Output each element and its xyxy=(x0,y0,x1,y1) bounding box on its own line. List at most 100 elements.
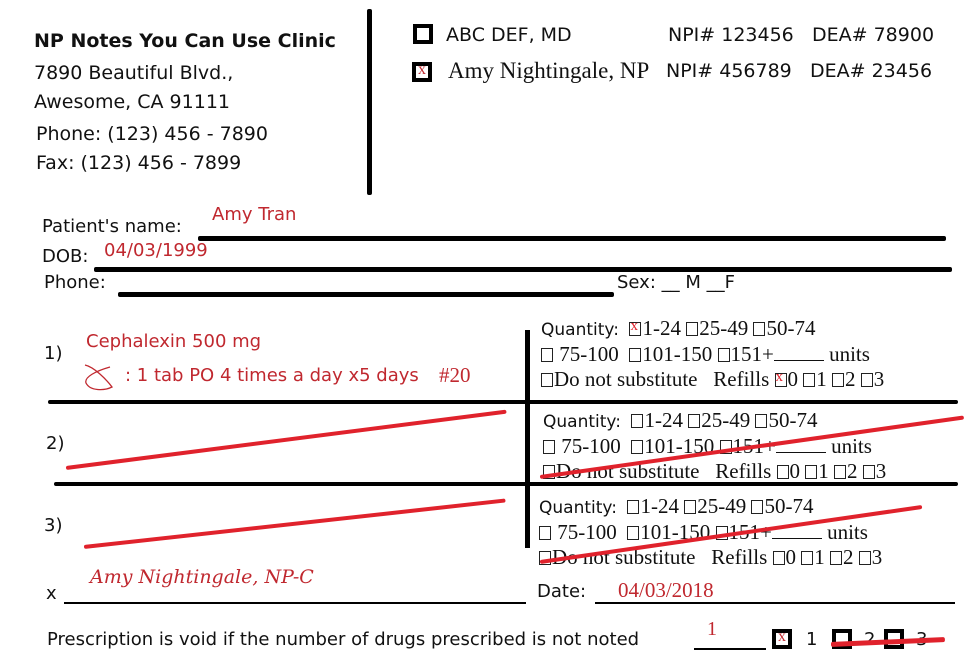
rx-refills-row: Do not substitute Refills 0 1 2 3 xyxy=(543,459,886,484)
clinic-name: NP Notes You Can Use Clinic xyxy=(34,30,336,52)
quantity-checkbox[interactable] xyxy=(755,414,768,428)
quantity-option: 50-74 xyxy=(764,494,814,518)
prescriber-name: ABC DEF, MD xyxy=(446,24,572,46)
refill-checkbox[interactable] xyxy=(862,465,875,479)
clinic-address-line1: 7890 Beautiful Blvd., xyxy=(34,62,234,84)
refill-checkbox[interactable] xyxy=(772,551,785,565)
dns-checkbox[interactable] xyxy=(541,373,553,387)
signature-line xyxy=(64,602,526,604)
quantity-option: 50-74 xyxy=(766,316,816,340)
drug-count-value[interactable]: 1 xyxy=(707,618,717,640)
rx-row-divider-1 xyxy=(48,400,958,404)
rx-refills-row: Do not substitute Refills 0 1 2 3 xyxy=(541,367,884,392)
signature-value[interactable]: Amy Nightingale, NP-C xyxy=(90,566,314,588)
quantity-option: 101-150 xyxy=(642,342,713,366)
refills-label: Refills xyxy=(713,367,770,391)
prescriber-checkbox[interactable] xyxy=(413,24,433,44)
quantity-checkbox[interactable] xyxy=(631,440,644,454)
prescriber-npi: NPI# 456789 xyxy=(666,60,792,82)
refill-checkbox[interactable] xyxy=(830,551,843,565)
refill-option: 3 xyxy=(875,459,887,483)
quantity-option: 75-100 xyxy=(557,520,617,544)
refills-label: Refills xyxy=(711,545,768,569)
quantity-checkbox[interactable] xyxy=(543,440,555,454)
quantity-option: 25-49 xyxy=(701,408,751,432)
refill-option: 1 xyxy=(814,545,825,569)
quantity-checkbox[interactable] xyxy=(717,348,730,362)
clinic-fax: Fax: (123) 456 - 7899 xyxy=(36,152,242,174)
quantity-checkbox[interactable] xyxy=(629,348,642,362)
sex-field[interactable]: Sex: __ M __F xyxy=(617,272,735,293)
refill-checkbox[interactable] xyxy=(858,551,871,565)
prescriber-dea: DEA# 23456 xyxy=(810,60,933,82)
rx-column-divider xyxy=(525,330,530,548)
quantity-checkbox[interactable] xyxy=(688,414,701,428)
quantity-checkbox[interactable] xyxy=(753,322,766,336)
date-value[interactable]: 04/03/2018 xyxy=(618,578,714,602)
quantity-checkbox[interactable] xyxy=(686,322,699,336)
quantity-option: 25-49 xyxy=(697,494,747,518)
drug-count-line xyxy=(694,648,766,650)
header-divider xyxy=(367,9,372,195)
quantity-label: Quantity: xyxy=(543,412,621,432)
clinic-phone: Phone: (123) 456 - 7890 xyxy=(36,123,268,145)
rx-number: 3) xyxy=(44,515,63,536)
quantity-checkbox[interactable] xyxy=(627,526,640,540)
quantity-checkbox[interactable] xyxy=(541,348,553,362)
dob-value[interactable]: 04/03/1999 xyxy=(104,240,208,261)
rx-quantity-row: Quantity: 1-24 25-49 50-74 xyxy=(543,408,817,433)
refill-option: 2 xyxy=(845,367,856,391)
quantity-option: 1-24 xyxy=(644,408,683,432)
count-checkbox-checked[interactable] xyxy=(772,628,792,649)
quantity-option: 25-49 xyxy=(699,316,749,340)
rx-refills-row: Do not substitute Refills 0 1 2 3 xyxy=(539,545,882,570)
rx-quantity-row: Quantity: 1-24 25-49 50-74 xyxy=(541,316,815,341)
quantity-checkbox[interactable] xyxy=(751,500,764,514)
refills-label: Refills xyxy=(715,459,772,483)
prescriber-checkbox-checked[interactable] xyxy=(412,61,432,82)
void-notice: Prescription is void if the number of dr… xyxy=(47,629,640,650)
refill-checkbox-checked[interactable] xyxy=(774,369,787,387)
rx-quantity-row-2: 75-100 101-150 151+ units xyxy=(541,342,870,367)
refill-option: 1 xyxy=(818,459,829,483)
rx-quantity-row-2: 75-100 101-150 151+ units xyxy=(539,520,868,545)
refill-checkbox[interactable] xyxy=(860,373,873,387)
refill-option: 2 xyxy=(847,459,858,483)
refill-option: 3 xyxy=(873,367,885,391)
dob-label: DOB: xyxy=(42,246,89,267)
prescriber-name: Amy Nightingale, NP xyxy=(448,58,650,83)
refill-checkbox[interactable] xyxy=(834,465,847,479)
refill-checkbox[interactable] xyxy=(832,373,845,387)
refill-checkbox[interactable] xyxy=(776,465,789,479)
units-blank[interactable] xyxy=(773,360,824,361)
rx-drug[interactable]: Cephalexin 500 mg xyxy=(86,331,262,352)
refill-checkbox[interactable] xyxy=(803,373,816,387)
quantity-checkbox-checked[interactable] xyxy=(629,318,642,336)
rx-row-divider-2 xyxy=(54,482,958,486)
dns-label: Do not substitute xyxy=(554,367,698,391)
sig-symbol-icon xyxy=(84,364,113,391)
refill-checkbox[interactable] xyxy=(805,465,818,479)
quantity-checkbox[interactable] xyxy=(539,526,551,540)
quantity-label: Quantity: xyxy=(539,498,617,518)
quantity-checkbox[interactable] xyxy=(631,414,644,428)
quantity-checkbox[interactable] xyxy=(684,500,697,514)
rx-number: 2) xyxy=(46,433,65,454)
patient-name-value[interactable]: Amy Tran xyxy=(212,204,297,225)
units-blank[interactable] xyxy=(771,538,822,539)
units-blank[interactable] xyxy=(775,452,826,453)
refill-option: 0 xyxy=(787,367,799,391)
quantity-option: 151+ xyxy=(730,342,774,366)
clinic-address-line2: Awesome, CA 91111 xyxy=(34,91,231,113)
refill-option: 3 xyxy=(871,545,883,569)
rx-quantity-row: Quantity: 1-24 25-49 50-74 xyxy=(539,494,813,519)
patient-name-label: Patient's name: xyxy=(42,216,182,237)
refill-option: 2 xyxy=(843,545,854,569)
rx-dispense-count[interactable]: #20 xyxy=(439,363,471,387)
quantity-checkbox[interactable] xyxy=(627,500,640,514)
rx-directions[interactable]: : 1 tab PO 4 times a day x5 days xyxy=(125,365,419,386)
patient-phone-line[interactable] xyxy=(118,292,614,297)
patient-phone-label: Phone: xyxy=(44,272,106,293)
refill-checkbox[interactable] xyxy=(801,551,814,565)
refill-option: 1 xyxy=(816,367,827,391)
